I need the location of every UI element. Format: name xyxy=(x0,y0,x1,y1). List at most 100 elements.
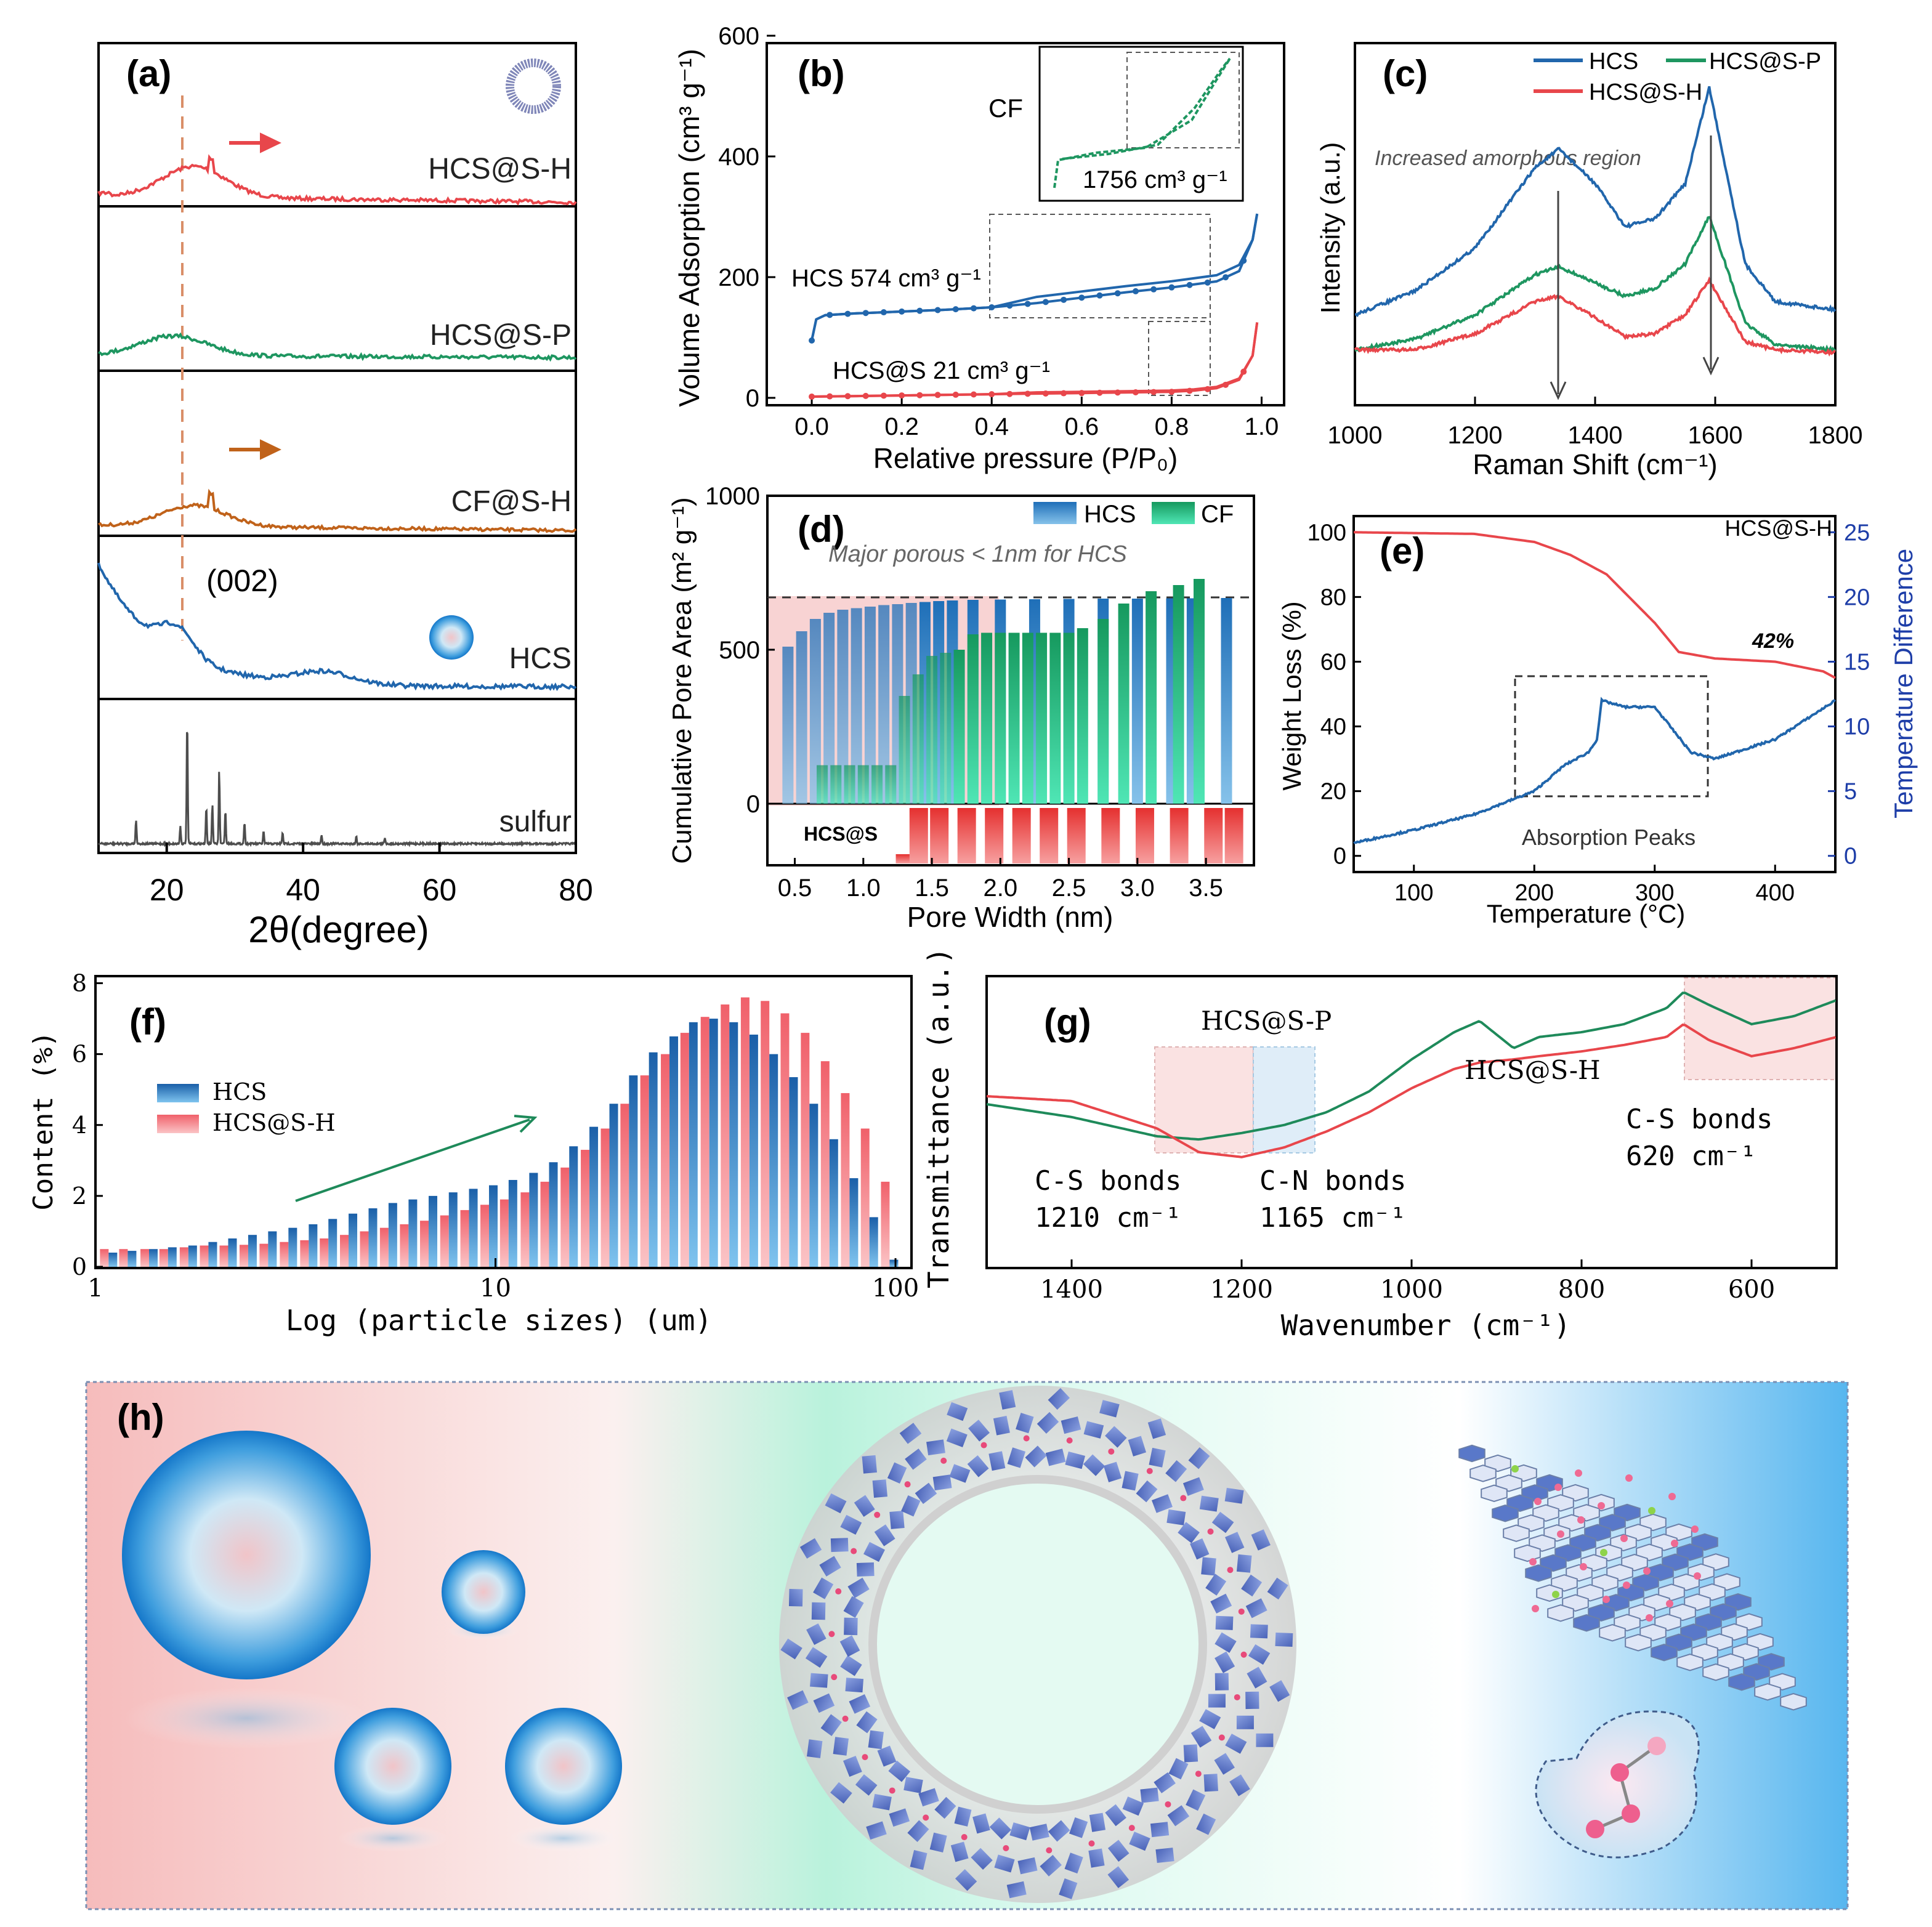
graphitic-sheet xyxy=(1205,1574,1227,1596)
sulfur-atom xyxy=(1165,1801,1171,1808)
hollow-sphere-icon xyxy=(506,59,561,114)
panel-e-y2label: Temperature Difference xyxy=(1889,549,1918,818)
bar-hcss-h xyxy=(801,1033,810,1267)
graphitic-sheet xyxy=(1048,1388,1070,1410)
x-tick-label: 600 xyxy=(1728,1275,1775,1304)
sulfur-atom xyxy=(940,1457,947,1464)
cs-bond-1-title: C-S bonds xyxy=(1035,1165,1181,1197)
graphitic-sheet xyxy=(1152,1494,1173,1513)
sulfur-atom xyxy=(1646,1614,1653,1622)
x-tick-label: 3.5 xyxy=(1189,875,1223,902)
bar-hcs xyxy=(268,1231,277,1267)
graphitic-sheet xyxy=(830,1782,852,1804)
shift-arrow-red xyxy=(229,132,281,153)
panel-b-ylabel: Volume Adsorption (cm³ g⁻¹) xyxy=(673,49,705,407)
graphitic-sheet xyxy=(1203,1774,1218,1792)
graphitic-sheet xyxy=(843,1755,862,1777)
y-tick-label: 40 xyxy=(1320,714,1346,740)
graphitic-sheet xyxy=(1154,1772,1176,1793)
bar-hcs xyxy=(149,1249,158,1267)
sulfur-atom xyxy=(1575,1469,1582,1477)
bar-hcs xyxy=(829,1139,838,1267)
trace-label-cfs-h: CF@S-H xyxy=(451,485,572,518)
graphitic-sheet xyxy=(807,1739,823,1758)
graphitic-sheet xyxy=(820,1714,842,1736)
sulfur-atom xyxy=(1557,1530,1564,1538)
trace-label-h: HCS@S-H xyxy=(1465,1055,1601,1085)
y-tick-label: 0 xyxy=(1333,844,1346,870)
carbon-hexagon xyxy=(1492,1504,1519,1522)
medium-sphere-2 xyxy=(505,1708,622,1825)
graphitic-sheet xyxy=(907,1820,929,1842)
x-tick-label: 200 xyxy=(1515,880,1554,906)
cn-bond-title: C-N bonds xyxy=(1259,1165,1406,1197)
graphitic-sheet xyxy=(1006,1881,1027,1899)
isotherm-point xyxy=(809,337,815,344)
bar-hcs xyxy=(248,1235,257,1267)
x-tick-label: 10 xyxy=(480,1274,511,1303)
bar-hcs xyxy=(789,1077,798,1267)
x-tick-label: 0.2 xyxy=(884,413,919,440)
graphitic-sheet xyxy=(1007,1447,1026,1468)
sulfur-atom xyxy=(980,1442,987,1448)
graphitic-sheet xyxy=(1064,1852,1083,1874)
bar-hcs xyxy=(864,607,876,804)
graphitic-sheet xyxy=(849,1694,871,1714)
graphitic-sheet xyxy=(1166,1509,1186,1525)
bar-hcs xyxy=(809,619,821,804)
bar-hcss xyxy=(1135,808,1154,863)
carbon-hexagon xyxy=(1547,1604,1574,1622)
sulfur-atom xyxy=(1625,1474,1633,1482)
sulfur-atom xyxy=(1146,1468,1153,1474)
bar-hcs xyxy=(408,1199,418,1267)
bar-hcs xyxy=(669,1036,679,1267)
graphitic-sheet xyxy=(1083,1454,1105,1476)
graphitic-sheet xyxy=(972,1813,990,1834)
y-tick-label: 600 xyxy=(718,23,759,50)
x-tick-label: 1.0 xyxy=(846,875,881,902)
isotherm-point xyxy=(1024,390,1031,397)
x-tick-label: 1000 xyxy=(1328,422,1383,449)
y-tick-label: 1000 xyxy=(705,483,760,510)
bar-hcss-h xyxy=(581,1150,590,1267)
graphitic-sheet xyxy=(993,1415,1010,1436)
x-tick-label: 1800 xyxy=(1808,422,1863,449)
sulfur-atom xyxy=(874,1511,881,1518)
sulfur-atom xyxy=(1671,1540,1678,1547)
isotherm-point xyxy=(971,305,977,312)
graphitic-sheet xyxy=(1247,1666,1267,1689)
bar-hcss-h xyxy=(379,1227,389,1267)
bar-hcs xyxy=(889,1259,899,1267)
bar-cf xyxy=(1036,632,1048,804)
graphitic-sheet xyxy=(813,1693,835,1713)
graphitic-sheet xyxy=(955,1868,977,1891)
graphitic-sheet xyxy=(813,1577,834,1599)
bar-hcs xyxy=(823,613,835,804)
isotherm-point xyxy=(1006,390,1013,397)
panel-h-schematic: (h) xyxy=(85,1381,1849,1910)
bar-hcs xyxy=(108,1252,118,1267)
x-tick-label: 1600 xyxy=(1688,422,1743,449)
isotherm-point xyxy=(1223,381,1229,388)
bar-cf xyxy=(1008,632,1020,804)
sulfur-atom xyxy=(1691,1525,1699,1533)
graphitic-sheet xyxy=(806,1623,827,1646)
graphitic-sheet xyxy=(1269,1680,1290,1702)
bar-hcs xyxy=(508,1179,517,1267)
panel-g-label: (g) xyxy=(1044,1001,1091,1043)
graphitic-sheet xyxy=(903,1777,923,1793)
graphitic-sheet xyxy=(1215,1615,1234,1630)
desorption-HCS@S xyxy=(811,322,1259,398)
bar-hcss-h xyxy=(841,1093,850,1267)
sulfur-atom xyxy=(1066,1437,1073,1444)
graphitic-sheet xyxy=(1190,1726,1212,1748)
bar-cf xyxy=(844,765,855,804)
raman-HCS@S-H xyxy=(1354,276,1836,357)
medium-sphere-1 xyxy=(334,1708,451,1825)
bar-hcss-h xyxy=(700,1017,709,1267)
graphitic-sheet xyxy=(1225,1532,1245,1553)
graphitic-sheet xyxy=(1182,1477,1204,1496)
panel-d-pore-area: 0.5 1.0 1.5 2.0 2.5 3.0 3.5 0 500 1000 (d) Major … xyxy=(667,483,1255,933)
graphitic-sheet xyxy=(799,1538,822,1559)
x-tick-label: 1.5 xyxy=(915,875,949,902)
